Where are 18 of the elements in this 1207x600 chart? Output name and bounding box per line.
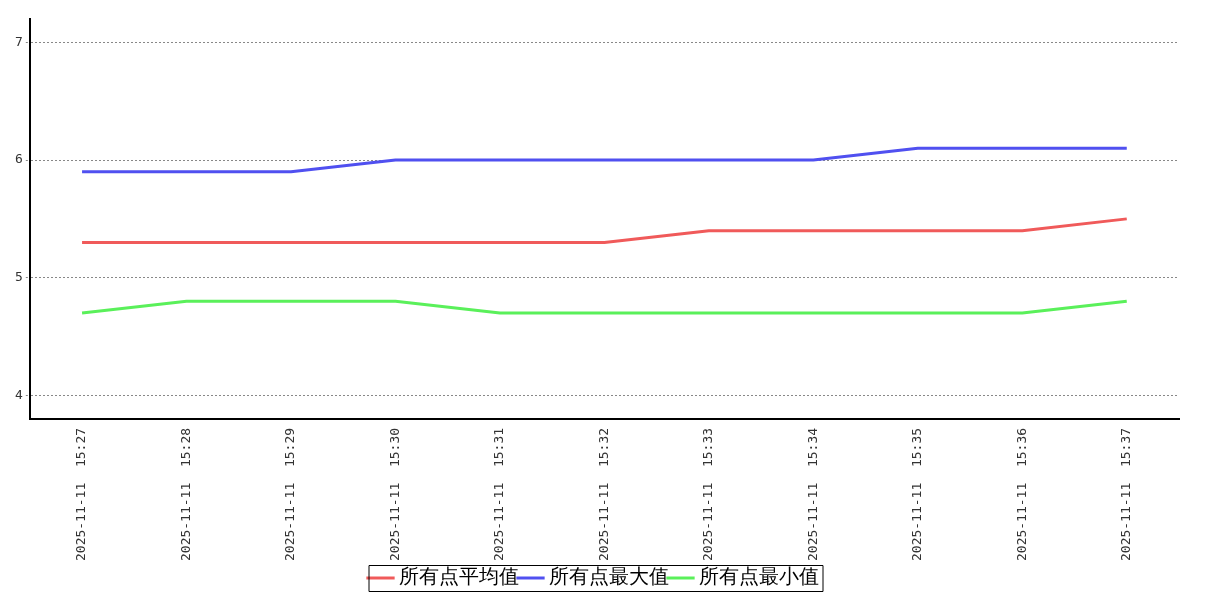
- x-tick-label: 2025-11-11 15:27: [73, 427, 89, 562]
- legend-label: 所有点最小值: [698, 564, 819, 589]
- x-tick-label: 2025-11-11 15:35: [909, 427, 925, 562]
- x-tick-label: 2025-11-11 15:29: [282, 427, 298, 562]
- x-tick-label: 2025-11-11 15:34: [804, 427, 820, 562]
- x-tick-label: 2025-11-11 15:32: [595, 427, 611, 562]
- x-tick-label: 2025-11-11 15:31: [491, 427, 507, 562]
- y-tick-label: 7: [15, 33, 23, 49]
- x-tick-label: 2025-11-11 15:37: [1118, 427, 1134, 562]
- y-tick-label: 4: [15, 386, 23, 402]
- legend-label: 所有点最大值: [548, 564, 669, 589]
- x-tick-label: 2025-11-11 15:36: [1013, 427, 1029, 562]
- y-tick-label: 6: [15, 151, 23, 167]
- x-tick-label: 2025-11-11 15:28: [177, 427, 193, 562]
- y-tick-label: 5: [15, 269, 23, 285]
- x-tick-label: 2025-11-11 15:33: [700, 427, 716, 562]
- x-tick-label: 2025-11-11 15:30: [386, 427, 402, 562]
- legend-label: 所有点平均值: [398, 564, 519, 589]
